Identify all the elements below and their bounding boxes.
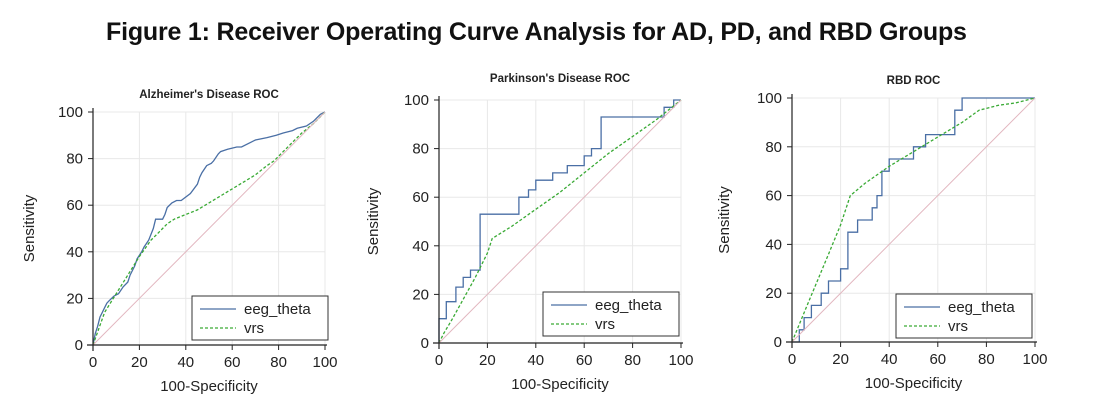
x-tick-label: 40 bbox=[177, 354, 194, 371]
x-tick-label: 100 bbox=[1022, 351, 1047, 368]
parkinsons-roc-chart: 0 20 40 60 80 100 0 20 40 60 80 100 Parkinson's Dise… bbox=[365, 73, 694, 393]
y-tick-label: 0 bbox=[421, 335, 429, 352]
chart-title: RBD ROC bbox=[887, 75, 941, 87]
x-axis-label: 100-Specificity bbox=[511, 376, 609, 393]
series-line-eeg-theta bbox=[792, 97, 1035, 343]
legend-label-vrs: vrs bbox=[595, 316, 615, 333]
y-tick-label: 80 bbox=[412, 141, 429, 158]
x-tick-label: 20 bbox=[832, 351, 849, 368]
y-tick-label: 80 bbox=[66, 151, 83, 168]
y-tick-label: 40 bbox=[412, 238, 429, 255]
reference-diagonal-line bbox=[791, 97, 1036, 343]
rbd-roc-chart: 0 20 40 60 80 100 0 20 40 60 80 100 RBD ROC 100-Speci… bbox=[716, 75, 1048, 392]
y-axis-label: Sensitivity bbox=[365, 187, 382, 255]
x-tick-label: 100 bbox=[312, 354, 337, 371]
x-tick-label: 0 bbox=[788, 351, 796, 368]
legend-box bbox=[191, 295, 329, 341]
x-tick-label: 80 bbox=[270, 354, 287, 371]
legend-label-vrs: vrs bbox=[244, 320, 264, 337]
y-axis-label: Sensitivity bbox=[21, 194, 38, 262]
x-tick-label: 40 bbox=[881, 351, 898, 368]
legend-label-eeg-theta: eeg_theta bbox=[595, 297, 662, 314]
reference-diagonal-line bbox=[92, 111, 326, 346]
series-line-eeg-theta bbox=[92, 111, 326, 346]
y-tick-label: 20 bbox=[412, 286, 429, 303]
y-tick-label: 100 bbox=[58, 104, 83, 121]
legend-box bbox=[542, 291, 680, 337]
series-line-vrs bbox=[791, 97, 1036, 343]
y-tick-label: 80 bbox=[765, 139, 782, 156]
legend-label-eeg-theta: eeg_theta bbox=[244, 301, 311, 318]
series-line-eeg-theta bbox=[438, 99, 681, 343]
chart-title: Alzheimer's Disease ROC bbox=[139, 89, 279, 101]
x-tick-label: 80 bbox=[978, 351, 995, 368]
y-tick-label: 0 bbox=[75, 337, 83, 354]
y-tick-label: 100 bbox=[404, 92, 429, 109]
x-tick-label: 80 bbox=[624, 352, 641, 369]
legend-label-vrs: vrs bbox=[948, 318, 968, 335]
y-tick-label: 0 bbox=[774, 334, 782, 351]
y-tick-label: 60 bbox=[765, 188, 782, 205]
x-tick-label: 60 bbox=[929, 351, 946, 368]
x-tick-label: 20 bbox=[131, 354, 148, 371]
series-line-vrs bbox=[92, 111, 326, 346]
legend-label-eeg-theta: eeg_theta bbox=[948, 299, 1015, 316]
x-tick-label: 60 bbox=[576, 352, 593, 369]
y-tick-label: 20 bbox=[66, 290, 83, 307]
x-axis-label: 100-Specificity bbox=[865, 375, 963, 392]
y-axis-label: Sensitivity bbox=[716, 186, 733, 254]
alzheimers-roc-chart: 0 20 40 60 80 100 0 20 40 60 80 100 Alzheimer's Dise… bbox=[21, 89, 338, 395]
y-tick-label: 40 bbox=[765, 236, 782, 253]
chart-title: Parkinson's Disease ROC bbox=[490, 73, 630, 85]
x-tick-label: 40 bbox=[527, 352, 544, 369]
y-tick-label: 40 bbox=[66, 244, 83, 261]
x-tick-label: 100 bbox=[668, 352, 693, 369]
reference-diagonal-line bbox=[438, 99, 682, 344]
x-tick-label: 20 bbox=[479, 352, 496, 369]
y-tick-label: 60 bbox=[412, 189, 429, 206]
series-line-vrs bbox=[438, 99, 682, 344]
y-tick-label: 60 bbox=[66, 197, 83, 214]
x-axis-label: 100-Specificity bbox=[160, 378, 258, 395]
x-tick-label: 0 bbox=[89, 354, 97, 371]
x-tick-label: 0 bbox=[435, 352, 443, 369]
y-tick-label: 20 bbox=[765, 285, 782, 302]
legend-box bbox=[895, 293, 1033, 339]
y-tick-label: 100 bbox=[757, 90, 782, 107]
x-tick-label: 60 bbox=[224, 354, 241, 371]
figure-title: Figure 1: Receiver Operating Curve Analy… bbox=[106, 18, 967, 46]
